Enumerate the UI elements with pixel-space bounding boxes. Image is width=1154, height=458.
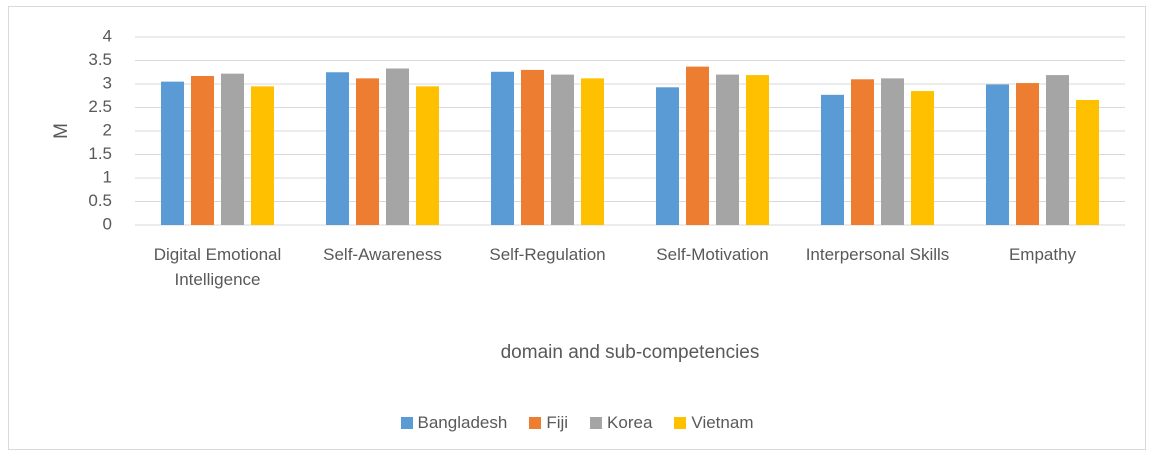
legend-swatch bbox=[674, 417, 687, 429]
y-tick-label: 3.5 bbox=[88, 50, 112, 69]
bar bbox=[656, 87, 679, 225]
y-tick-label: 0.5 bbox=[88, 191, 112, 210]
legend-item: Fiji bbox=[529, 413, 568, 433]
x-tick-label: Self-Awareness bbox=[323, 245, 442, 264]
bar bbox=[1076, 99, 1099, 225]
bar bbox=[521, 69, 544, 226]
bar bbox=[191, 76, 214, 225]
legend-item: Bangladesh bbox=[400, 413, 508, 433]
bar bbox=[986, 84, 1009, 225]
legend-label: Fiji bbox=[546, 413, 569, 432]
bar bbox=[746, 75, 769, 225]
bar bbox=[326, 72, 349, 225]
bar bbox=[356, 78, 379, 225]
bar bbox=[161, 81, 184, 226]
bar bbox=[821, 94, 844, 225]
y-tick-label: 3 bbox=[103, 73, 112, 92]
y-tick-label: 4 bbox=[103, 26, 112, 45]
x-tick-label: Interpersonal Skills bbox=[805, 245, 950, 264]
legend-swatch bbox=[590, 417, 603, 429]
y-tick-label: 1.5 bbox=[88, 144, 112, 163]
bar bbox=[851, 79, 874, 225]
bar bbox=[1016, 83, 1039, 225]
legend-label: Korea bbox=[607, 413, 653, 432]
x-axis-title: domain and sub-competencies bbox=[500, 342, 760, 363]
bar bbox=[251, 86, 274, 225]
y-axis-title: M bbox=[51, 123, 72, 139]
legend-swatch bbox=[400, 417, 413, 429]
legend-item: Vietnam bbox=[674, 413, 753, 433]
legend-label: Vietnam bbox=[691, 413, 754, 432]
legend-swatch bbox=[529, 417, 542, 429]
y-tick-label: 1 bbox=[103, 167, 112, 186]
legend: Bangladesh Fiji Korea Vietnam bbox=[0, 413, 1154, 433]
y-tick-label: 0 bbox=[103, 214, 112, 233]
bar bbox=[1046, 75, 1069, 225]
bar bbox=[551, 74, 574, 225]
y-tick-label: 2 bbox=[103, 120, 112, 139]
bar bbox=[911, 91, 934, 225]
bar bbox=[221, 73, 244, 225]
x-tick-label: Self-Motivation bbox=[656, 245, 769, 264]
x-tick-label: Empathy bbox=[1008, 245, 1077, 264]
legend-item: Korea bbox=[590, 413, 652, 433]
bar bbox=[581, 78, 604, 225]
bar bbox=[491, 71, 514, 225]
legend-label: Bangladesh bbox=[417, 413, 508, 432]
y-tick-label: 2.5 bbox=[88, 97, 112, 116]
chart-frame bbox=[8, 6, 1146, 450]
bar bbox=[416, 86, 439, 225]
x-tick-label: Digital Emotional Intelligence bbox=[153, 245, 282, 289]
bar bbox=[386, 68, 409, 226]
x-tick-label: Self-Regulation bbox=[489, 245, 606, 264]
bar bbox=[881, 78, 904, 225]
bar bbox=[686, 66, 709, 225]
bar bbox=[716, 74, 739, 225]
